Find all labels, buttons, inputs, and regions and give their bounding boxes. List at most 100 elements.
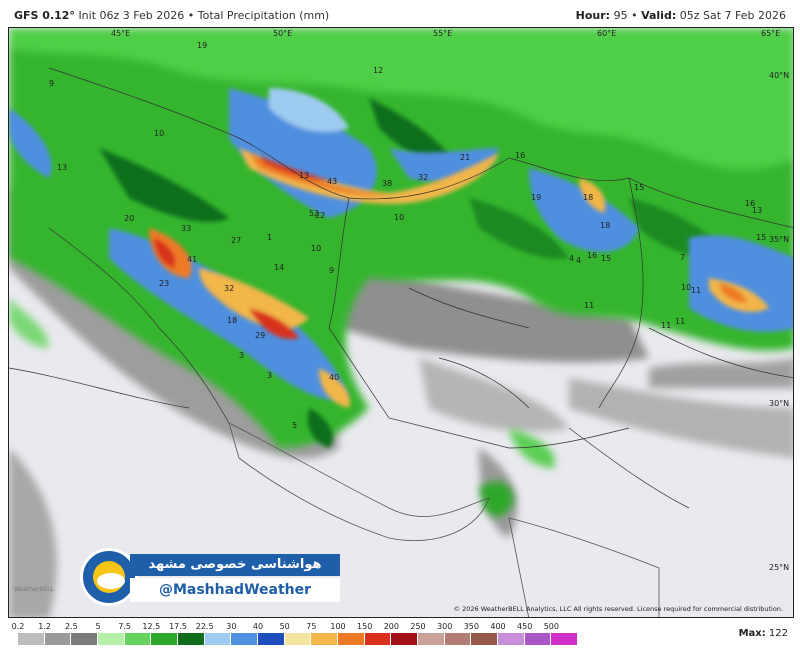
precip-value-label: 41 [187,255,197,264]
precip-value-label: 16 [587,251,597,260]
precip-value-label: 3 [239,351,244,360]
coordinate-labels: 45°E 50°E 55°E 60°E 65°E 40°N 35°N 30°N … [111,29,789,572]
legend-tick: 7.5 [118,622,132,631]
coord-lon45: 45°E [111,29,130,38]
legend-swatch [364,633,392,645]
product-name: Total Precipitation (mm) [197,9,330,22]
precip-value-label: 14 [274,263,284,272]
legend-tick: 75 [306,622,317,631]
precip-value-label: 10 [311,244,321,253]
legend-swatch [524,633,552,645]
legend-swatch [44,633,72,645]
header-right: Hour: 95 • Valid: 05z Sat 7 Feb 2026 [576,9,786,22]
coord-lon55: 55°E [433,29,452,38]
precip-value-label: 16 [745,199,755,208]
country-borders [9,67,793,509]
precip-value-label: 23 [159,279,169,288]
legend-tick: 12.5 [142,622,161,631]
precip-value-label: 33 [181,224,191,233]
legend-tick: 50 [279,622,290,631]
map-canvas: 45°E 50°E 55°E 60°E 65°E 40°N 35°N 30°N … [9,28,793,617]
legend-tick: 0.2 [11,622,25,631]
legend-swatch [231,633,258,645]
coord-lon65: 65°E [761,29,780,38]
legend-tick: 200 [383,622,399,631]
precip-value-label: 9 [329,266,334,275]
precip-value-label: 13 [57,163,67,172]
valid-value: 05z Sat 7 Feb 2026 [679,9,786,22]
legend-swatch [18,633,45,645]
color-legend: 0.2 1.2 2.5 5 7.5 12.5 17.5 22.5 30 40 50 75 100 150 2… [12,622,578,652]
intense-precip-warm [149,148,769,408]
legend-tick: 400 [490,622,506,631]
precip-value-label: 43 [327,177,337,186]
header-separator-2: • [631,9,642,22]
hour-value: 95 [613,9,628,22]
watermark-title: هواشناسی خصوصی مشهد [130,554,340,576]
legend-tick: 5 [95,622,101,631]
legend-swatch [338,633,365,645]
precip-value-label: 16 [515,151,525,160]
precip-value-label: 52 [309,209,319,218]
precip-value-label: 10 [394,213,404,222]
precip-value-label: 4 [569,254,574,263]
precip-value-label: 13 [299,171,309,180]
precip-value-label: 10 [681,283,691,292]
watermark-handle[interactable]: @MashhadWeather [130,578,340,602]
precip-value-label: 12 [373,66,383,75]
max-number: 122 [768,628,788,639]
precip-value-label: 22 [315,211,325,220]
precip-value-label: 5 [292,421,297,430]
legend-swatch [124,633,152,645]
legend-tick: 300 [437,622,453,631]
legend-tick: 2.5 [64,622,78,631]
legend-swatch [418,633,445,645]
precip-value-label: 11 [661,321,671,330]
precip-value-label: 21 [460,153,470,162]
weather-logo-icon [80,548,138,606]
precip-value-label: 18 [600,221,610,230]
precip-value-label: 7 [680,253,685,262]
precip-value-label: 38 [382,179,392,188]
legend-swatch [98,633,125,645]
header-bar: GFS 0.12° Init 06z 3 Feb 2026 • Total Pr… [0,0,800,26]
precip-value-label: 9 [49,79,54,88]
legend-swatch [311,633,338,645]
legend-swatch [284,633,312,645]
weatherbell-small-logo: WeatherBELL [14,586,54,593]
legend-tick: 150 [357,622,373,631]
legend-swatch [204,633,232,645]
coord-lon60: 60°E [597,29,616,38]
precip-value-label: 27 [231,236,241,245]
max-value: Max: 122 [739,628,788,639]
precip-value-label: 40 [329,373,339,382]
water-bodies [228,422,660,617]
coord-lat25: 25°N [769,563,789,572]
precipitation-map[interactable]: 45°E 50°E 55°E 60°E 65°E 40°N 35°N 30°N … [8,27,794,618]
precip-value-label: 20 [124,214,134,223]
legend-tick: 500 [543,622,559,631]
precip-value-label: 11 [691,286,701,295]
precip-value-label: 4 [576,256,581,265]
coord-lat30: 30°N [769,399,789,408]
precip-value-label: 32 [418,173,428,182]
legend-swatch [391,633,418,645]
precip-value-label: 15 [634,183,644,192]
legend-tick: 100 [330,622,346,631]
precip-value-label: 18 [227,316,237,325]
legend-tick: 30 [226,622,237,631]
channel-watermark: هواشناسی خصوصی مشهد @MashhadWeather [80,548,340,606]
coord-lat40: 40°N [769,71,789,80]
precip-value-label: 29 [255,331,265,340]
legend-tick: 22.5 [195,622,214,631]
precip-value-label: 13 [752,206,762,215]
coord-lon50: 50°E [273,29,292,38]
model-name: GFS 0.12° [14,9,75,22]
precip-value-label: 10 [154,129,164,138]
legend-swatch [471,633,498,645]
valid-label: Valid: [641,9,677,22]
legend-swatch [498,633,525,645]
coord-lat35: 35°N [769,235,789,244]
precip-value-label: 15 [601,254,611,263]
